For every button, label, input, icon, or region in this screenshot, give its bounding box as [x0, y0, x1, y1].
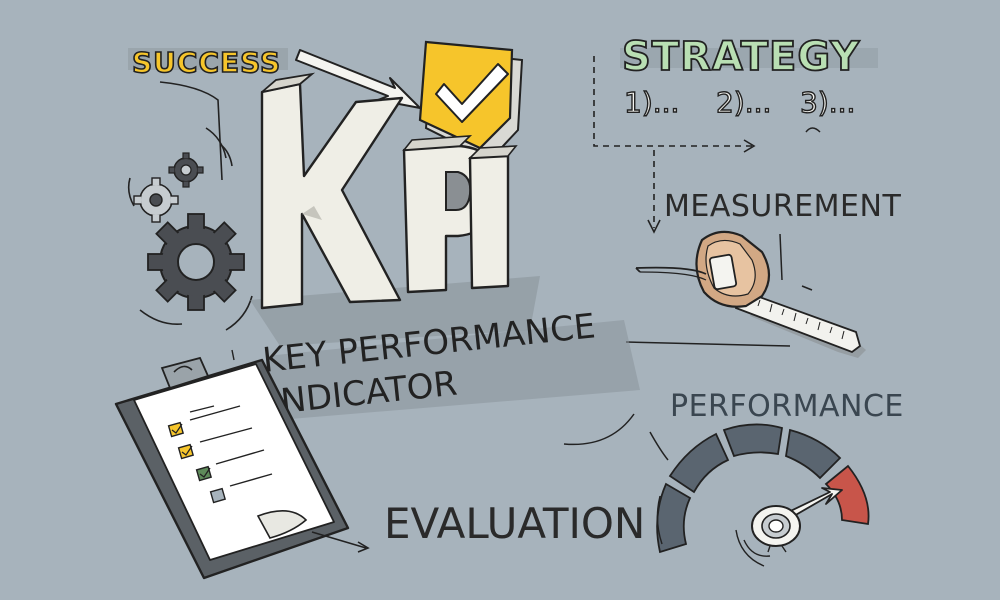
- gears-icon: [127, 81, 253, 331]
- step-1-text: 1)...: [624, 86, 679, 119]
- measure-base-line: [625, 341, 791, 347]
- measure-connector-line: [779, 233, 783, 281]
- measurement-text: MEASUREMENT: [664, 189, 901, 224]
- measure-tick-line: [801, 285, 813, 291]
- step-3-text: 3)...: [800, 86, 855, 119]
- performance-gauge-icon: [656, 423, 870, 567]
- kpi-caption: KEY PERFORMANCE INDICATOR: [261, 306, 640, 423]
- checkbox-2-icon: [177, 443, 195, 460]
- strategy-dashed-connectors: [593, 56, 756, 234]
- evaluation-text: EVALUATION: [384, 499, 645, 548]
- evaluation-arrow-icon: [311, 531, 370, 553]
- performance-connector: [563, 413, 669, 461]
- strategy-text: STRATEGY: [622, 34, 860, 80]
- checkbox-1-icon: [167, 421, 185, 438]
- clipboard-icon: [114, 356, 350, 580]
- step-2-text: 2)...: [716, 86, 771, 119]
- strategy-steps: 1)... 2)... 3)...: [623, 85, 856, 133]
- kpi-letters-graphic: [250, 72, 540, 346]
- clipboard-connector: [231, 349, 235, 361]
- success-label: SUCCESS: [128, 45, 288, 80]
- checkbox-3-icon: [195, 465, 213, 482]
- check-shield-icon: [418, 40, 524, 162]
- performance-text: PERFORMANCE: [670, 389, 904, 424]
- strategy-label: STRATEGY: [620, 33, 878, 81]
- tape-measure-icon: [635, 230, 866, 358]
- checkbox-4-icon: [209, 487, 227, 504]
- success-text: SUCCESS: [132, 46, 281, 79]
